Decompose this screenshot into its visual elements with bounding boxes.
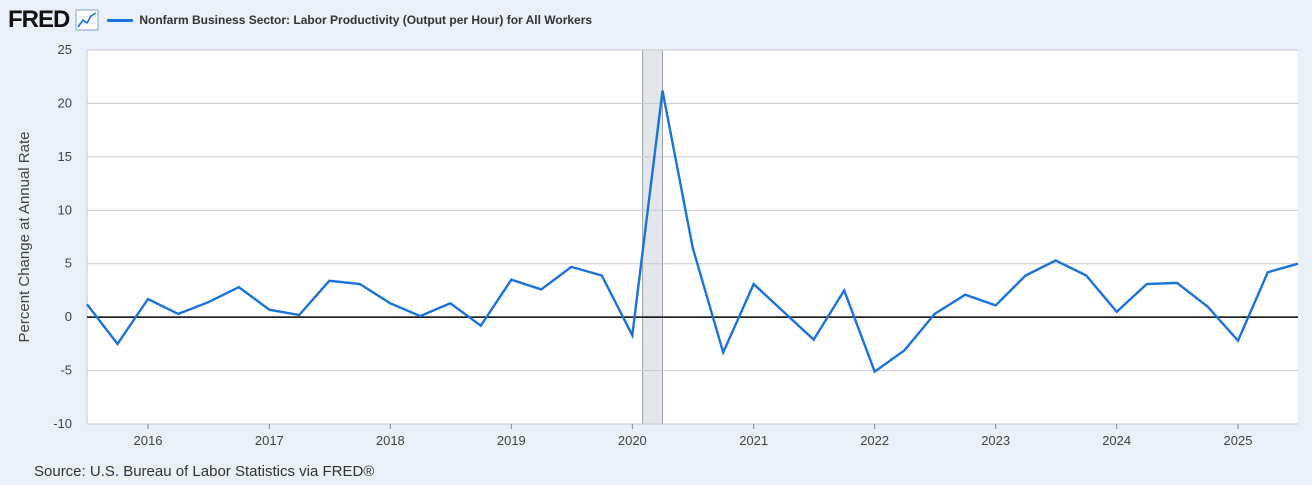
gridlines [86,49,1298,425]
recession-shading-layer [642,50,663,424]
y-tick-label: -5 [60,363,72,378]
y-tick-label: 20 [58,95,72,110]
x-tick-label: 2018 [376,433,405,448]
x-axis-ticks: 2016 2017 2018 2019 2020 2021 2022 2023 2024 2025 [134,424,1253,448]
legend-label[interactable]: Nonfarm Business Sector: Labor Productiv… [139,13,593,27]
y-tick-label: 15 [58,149,72,164]
recession-band [642,50,663,424]
x-tick-label: 2019 [497,433,526,448]
fred-logo[interactable]: FRED [8,6,70,33]
series-line[interactable] [86,90,1299,374]
y-axis-ticks: 25 20 15 10 5 0 -5 -10 [53,42,72,431]
x-tick-label: 2023 [981,433,1010,448]
chart-header: FRED Nonfarm Business Sector: Labor Prod… [8,6,592,34]
y-axis-title: Percent Change at Annual Rate [16,132,33,343]
x-tick-label: 2020 [618,433,647,448]
y-tick-label: -10 [53,416,72,431]
source-note: Source: U.S. Bureau of Labor Statistics … [34,463,375,480]
line-chart-icon [75,9,99,31]
y-tick-label: 0 [65,309,72,324]
x-tick-label: 2017 [255,433,284,448]
plot-area [87,50,1298,424]
y-tick-label: 25 [58,42,72,57]
legend-swatch [107,18,134,22]
series-layer[interactable] [86,90,1299,374]
x-tick-label: 2024 [1102,433,1131,448]
x-tick-label: 2025 [1224,433,1253,448]
x-tick-label: 2022 [860,433,889,448]
y-tick-label: 5 [65,256,72,271]
x-tick-label: 2016 [134,433,163,448]
x-tick-label: 2021 [739,433,768,448]
y-tick-label: 10 [58,202,72,217]
